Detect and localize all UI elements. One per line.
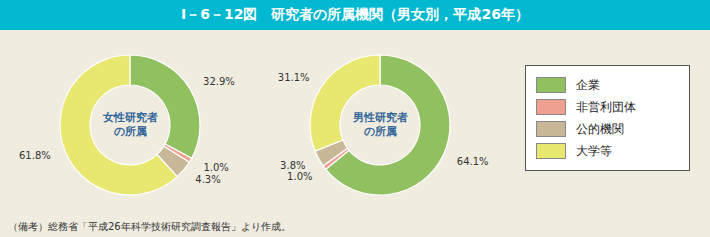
svg-text:61.8%: 61.8%	[19, 150, 51, 161]
svg-text:64.1%: 64.1%	[457, 156, 489, 167]
html-text:非営利団体: 非営利団体	[576, 99, 636, 114]
svg-text:31.1%: 31.1%	[278, 72, 310, 83]
svg-text:3.8%: 3.8%	[280, 160, 305, 171]
html-text:企業: 企業	[576, 77, 600, 92]
svg-text:1.0%: 1.0%	[203, 162, 228, 173]
html-text:男性研究者 の所属: 男性研究者 の所属	[352, 111, 408, 138]
html-text:公的機関: 公的機関	[576, 121, 624, 136]
html-text:（備考）総務省「平成26年科学技術研究調査報告」より作成。: （備考）総務省「平成26年科学技術研究調査報告」より作成。	[8, 221, 291, 232]
html-text:I－6－12図 研究者の所属機関（男女別，平成26年）: I－6－12図 研究者の所属機関（男女別，平成26年）	[181, 6, 529, 22]
svg-text:32.9%: 32.9%	[203, 76, 235, 87]
svg-text:4.3%: 4.3%	[195, 174, 220, 185]
svg-text:1.0%: 1.0%	[287, 171, 312, 182]
html-text:大学等: 大学等	[576, 143, 612, 158]
html-text:女性研究者 の所属: 女性研究者 の所属	[102, 111, 158, 138]
